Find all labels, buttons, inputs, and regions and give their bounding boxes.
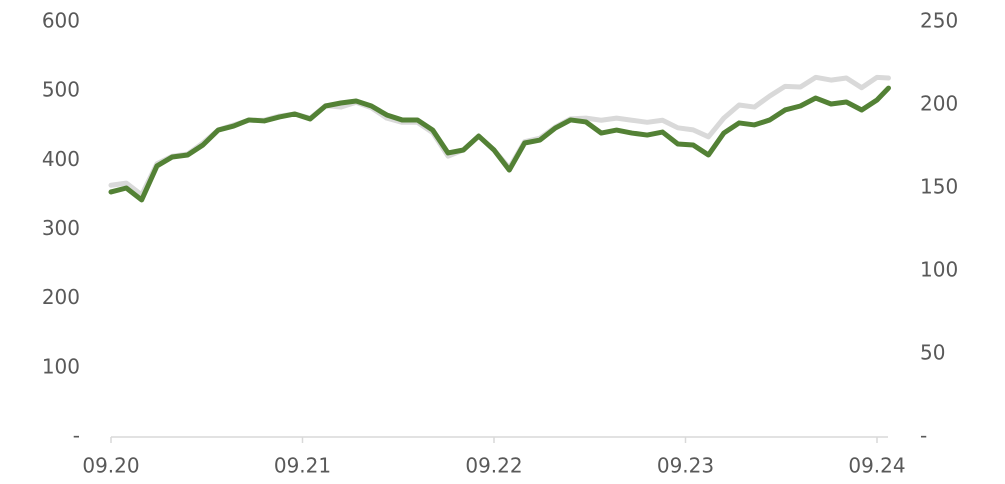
y-tick-label: 300 bbox=[42, 216, 80, 240]
x-tick-label: 09.21 bbox=[274, 454, 331, 478]
y-tick-label: 400 bbox=[42, 147, 80, 171]
y-tick-label: - bbox=[73, 424, 80, 448]
x-tick-label: 09.23 bbox=[657, 454, 714, 478]
y-tick-label: 500 bbox=[42, 78, 80, 102]
y2-tick-label: - bbox=[920, 424, 927, 448]
y-tick-label: 100 bbox=[42, 354, 80, 378]
y2-tick-label: 200 bbox=[920, 92, 958, 116]
x-tick-label: 09.22 bbox=[465, 454, 522, 478]
y2-tick-label: 50 bbox=[920, 341, 945, 365]
y-tick-label: 600 bbox=[42, 9, 80, 33]
y2-tick-label: 150 bbox=[920, 175, 958, 199]
x-tick-label: 09.20 bbox=[82, 454, 139, 478]
series-line bbox=[108, 85, 891, 203]
y2-tick-label: 250 bbox=[920, 9, 958, 33]
y2-tick-label: 100 bbox=[920, 258, 958, 282]
series-line bbox=[108, 74, 891, 198]
x-tick-label: 09.24 bbox=[848, 454, 905, 478]
y-tick-label: 200 bbox=[42, 285, 80, 309]
